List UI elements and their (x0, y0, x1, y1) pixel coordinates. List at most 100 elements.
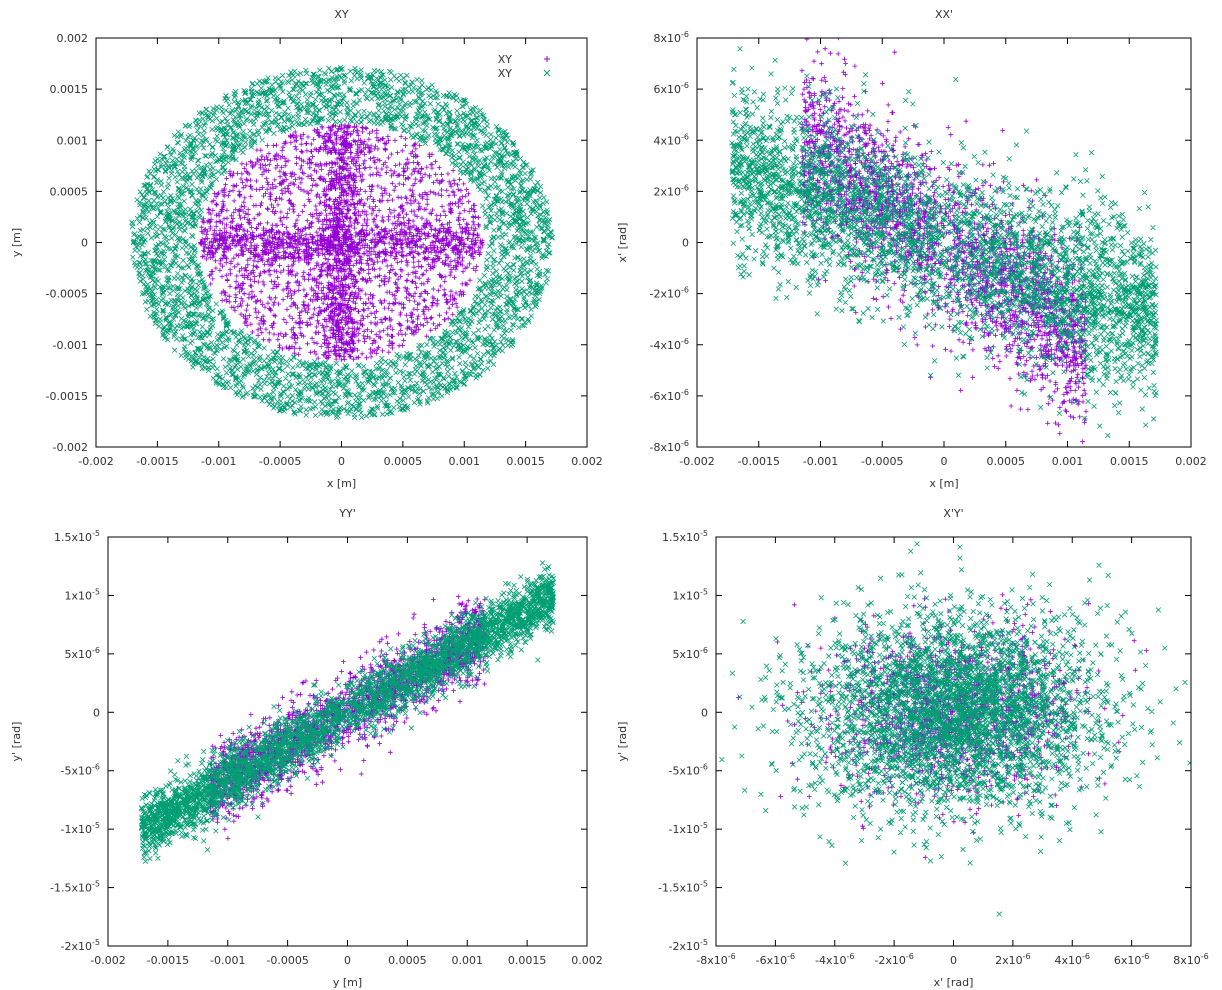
x-tick-label: -4x10-6 (815, 952, 854, 967)
x-tick-label: -0.002 (78, 455, 113, 468)
y-tick-label: 5x10-6 (673, 646, 709, 661)
y-tick-label: 6x10-6 (654, 81, 690, 96)
chart-title: YY' (338, 507, 355, 520)
y-tick-label: 0.001 (57, 134, 89, 147)
x-tick-label: 0 (338, 455, 345, 468)
legend-label: XY (498, 67, 513, 80)
y-tick-label: -5x10-6 (61, 763, 100, 778)
plot-frame (696, 37, 1192, 448)
chart-panel-3: -0.002 -0.0015 -0.001 -0.0005 0 0.0005 0.001 0.… (10, 507, 603, 989)
x-tick-label: 0.001 (1052, 455, 1084, 468)
y-tick-label: -1x10-5 (669, 821, 708, 836)
y-axis-label: y' [rad] (10, 722, 23, 762)
x-tick-label: -0.0005 (259, 455, 301, 468)
y-tick-label: 1x10-5 (673, 587, 709, 602)
y-tick-label: 0.0015 (50, 83, 89, 96)
x-tick-label: -0.001 (803, 455, 838, 468)
legend-label: XY (498, 53, 513, 66)
x-tick-label: 0.0015 (506, 455, 545, 468)
x-tick-label: 0.002 (1175, 455, 1207, 468)
x-axis-label: x [m] (929, 477, 958, 490)
y-tick-label: -2x10-5 (669, 938, 708, 953)
x-tick-label: 4x10-6 (1055, 952, 1091, 967)
y-tick-label: -0.0005 (46, 288, 88, 301)
y-tick-label: -8x10-6 (650, 439, 689, 454)
x-tick-label: -0.0005 (266, 954, 308, 967)
y-tick-label: 0 (682, 237, 689, 250)
x-tick-label: -0.0015 (738, 455, 780, 468)
y-tick-label: 0.0005 (50, 185, 89, 198)
series-2-points (138, 560, 557, 864)
x-tick-label: -0.002 (679, 455, 714, 468)
x-axis-label: y [m] (333, 976, 362, 989)
x-tick-label: 8x10-6 (1173, 952, 1209, 967)
y-tick-label: 1x10-5 (65, 587, 101, 602)
x-axis-label: x' [rad] (934, 976, 974, 989)
y-tick-label: 8x10-6 (654, 30, 690, 45)
x-tick-label: -0.001 (201, 455, 236, 468)
plot-area (129, 64, 555, 421)
chart-panel-1: -0.002 -0.0015 -0.001 -0.0005 0 0.0005 0.001 0.… (10, 8, 603, 490)
x-tick-label: -0.0015 (147, 954, 189, 967)
x-tick-label: -0.001 (210, 954, 245, 967)
series-2-points (129, 64, 555, 421)
x-tick-label: 6x10-6 (1114, 952, 1150, 967)
chart-title: XX' (935, 8, 953, 21)
y-axis-label: x' [rad] (616, 223, 629, 263)
x-tick-label: 0.0005 (388, 954, 427, 967)
y-tick-label: -4x10-6 (650, 337, 689, 352)
x-axis-label: x [m] (327, 477, 356, 490)
chart-panel-4: -8x10-6 -6x10-6 -4x10-6 -2x10-6 0 2x10-6 4x10-… (616, 507, 1209, 989)
chart-title: XY (334, 8, 349, 21)
y-tick-label: -5x10-6 (669, 763, 708, 778)
plot-area (138, 560, 557, 864)
chart-title: X'Y' (943, 507, 963, 520)
y-tick-label: -6x10-6 (650, 388, 689, 403)
y-tick-label: -2x10-5 (61, 938, 100, 953)
y-tick-label: 2x10-6 (654, 183, 690, 198)
x-tick-label: 0 (941, 455, 948, 468)
y-tick-label: -1.5x10-5 (50, 880, 100, 895)
y-tick-label: -0.002 (53, 441, 88, 454)
x-tick-label: 0.0005 (987, 455, 1026, 468)
y-tick-label: -1.5x10-5 (658, 880, 708, 895)
x-tick-label: -0.0005 (861, 455, 903, 468)
series-1-points (198, 122, 485, 363)
y-axis-label: y [m] (10, 228, 23, 257)
y-tick-label: 0 (701, 706, 708, 719)
legend-marker (544, 56, 550, 62)
x-tick-label: -0.0015 (136, 455, 178, 468)
x-tick-label: 0.001 (452, 954, 484, 967)
plot-area (729, 38, 1159, 445)
x-tick-label: 2x10-6 (995, 952, 1031, 967)
x-tick-label: -6x10-6 (756, 952, 795, 967)
x-tick-label: -0.002 (90, 954, 125, 967)
x-tick-label: 0.001 (449, 455, 481, 468)
series-2-points (729, 46, 1159, 439)
y-tick-label: 0 (81, 237, 88, 250)
x-tick-label: 0 (950, 954, 957, 967)
chart-panel-2: -0.002 -0.0015 -0.001 -0.0005 0 0.0005 0.001 0.… (616, 8, 1207, 490)
y-tick-label: 0.002 (57, 32, 89, 45)
x-tick-label: 0.0015 (508, 954, 547, 967)
y-tick-label: -0.001 (53, 339, 88, 352)
y-tick-label: 1.5x10-5 (662, 529, 708, 544)
y-tick-label: 1.5x10-5 (54, 529, 100, 544)
x-tick-label: 0 (344, 954, 351, 967)
x-tick-label: 0.002 (571, 455, 603, 468)
y-tick-label: -2x10-6 (650, 286, 689, 301)
y-axis-label: y' [rad] (616, 722, 629, 762)
series-2-points (719, 541, 1191, 917)
y-tick-label: 0 (93, 706, 100, 719)
plot-area (719, 541, 1191, 917)
x-tick-label: -2x10-6 (874, 952, 913, 967)
x-tick-label: -8x10-6 (696, 952, 735, 967)
y-tick-label: 4x10-6 (654, 132, 690, 147)
y-tick-label: 5x10-6 (65, 646, 101, 661)
y-tick-label: -1x10-5 (61, 821, 100, 836)
x-tick-label: 0.002 (571, 954, 603, 967)
x-tick-label: 0.0005 (384, 455, 423, 468)
y-tick-label: -0.0015 (46, 390, 88, 403)
